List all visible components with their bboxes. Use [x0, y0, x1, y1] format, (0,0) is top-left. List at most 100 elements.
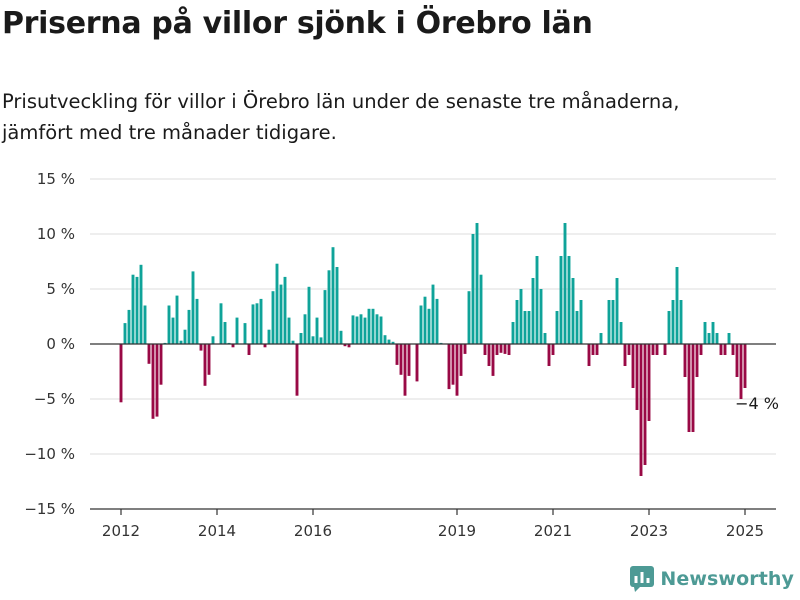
y-tick-label: 10 % — [37, 225, 75, 243]
bar — [263, 344, 267, 348]
bar — [323, 290, 327, 344]
bar — [663, 344, 667, 355]
chart-subtitle: Prisutveckling för villor i Örebro län u… — [2, 86, 792, 148]
bar — [399, 344, 403, 375]
bar — [723, 344, 727, 355]
bar — [159, 344, 163, 385]
bar — [223, 322, 227, 344]
bar — [551, 344, 555, 355]
bars — [119, 223, 747, 476]
y-tick-label: −5 % — [34, 390, 75, 408]
bar — [615, 278, 619, 344]
bar — [427, 308, 431, 344]
bar — [535, 256, 539, 344]
bar — [299, 333, 303, 344]
bar — [483, 344, 487, 355]
bar — [315, 317, 319, 344]
bar — [307, 286, 311, 344]
bar — [671, 300, 675, 344]
chart-title: Priserna på villor sjönk i Örebro län — [2, 6, 593, 41]
bar — [123, 323, 127, 344]
bar — [255, 303, 259, 344]
bar — [291, 340, 295, 344]
bar — [367, 308, 371, 344]
bar — [347, 344, 351, 348]
bar — [575, 311, 579, 344]
bar — [623, 344, 627, 366]
bar — [251, 304, 255, 344]
bar — [415, 344, 419, 382]
bar — [511, 322, 515, 344]
bar — [383, 335, 387, 344]
bar — [247, 344, 251, 355]
bar — [143, 305, 147, 344]
bar — [295, 344, 299, 396]
bar — [267, 329, 271, 344]
x-tick-label: 2012 — [102, 522, 140, 540]
bar — [555, 311, 559, 344]
bar — [235, 317, 239, 344]
bar — [711, 322, 715, 344]
bar — [691, 344, 695, 432]
y-tick-label: 0 % — [46, 335, 75, 353]
bar — [423, 296, 427, 344]
bar — [167, 305, 171, 344]
bar — [655, 344, 659, 355]
x-tick-label: 2019 — [438, 522, 476, 540]
bar — [151, 344, 155, 419]
bar — [599, 333, 603, 344]
x-tick-label: 2014 — [198, 522, 236, 540]
bar — [515, 300, 519, 344]
bar — [387, 339, 391, 344]
bar — [451, 344, 455, 385]
bar — [467, 291, 471, 344]
bar — [207, 344, 211, 375]
bar — [631, 344, 635, 388]
bar — [135, 276, 139, 344]
bar — [571, 278, 575, 344]
bar — [639, 344, 643, 476]
bar — [463, 344, 467, 354]
bar — [507, 344, 511, 355]
bar — [547, 344, 551, 366]
bar — [419, 305, 423, 344]
bar — [731, 344, 735, 355]
x-tick-label: 2016 — [294, 522, 332, 540]
bar — [539, 289, 543, 344]
bar — [435, 298, 439, 344]
bar — [719, 344, 723, 355]
bar — [219, 303, 223, 344]
annotations: −4 % — [735, 394, 779, 413]
bar — [651, 344, 655, 355]
bar — [643, 344, 647, 465]
bar — [339, 330, 343, 344]
bar — [491, 344, 495, 376]
bar — [503, 344, 507, 354]
newsworthy-logo-text: Newsworthy — [660, 568, 794, 590]
bar — [127, 309, 131, 344]
bar — [375, 314, 379, 344]
y-tick-label: 5 % — [46, 280, 75, 298]
bar — [739, 344, 743, 399]
y-axis-tick-labels: 15 % 10 % 5 % 0 % −5 % −10 % −15 % — [24, 170, 75, 518]
bar — [275, 263, 279, 344]
x-tick-label: 2023 — [630, 522, 668, 540]
bar — [527, 311, 531, 344]
bar — [187, 309, 191, 344]
bar — [595, 344, 599, 355]
chart-subtitle-line-2: jämfört med tre månader tidigare. — [2, 121, 337, 144]
bar — [243, 323, 247, 344]
bar — [607, 300, 611, 344]
bar — [647, 344, 651, 421]
bar — [703, 322, 707, 344]
bar — [119, 344, 123, 403]
bar — [211, 336, 215, 344]
x-axis: 2012 2014 2016 2019 2021 2023 2025 — [90, 508, 776, 540]
bar — [147, 344, 151, 364]
bar — [683, 344, 687, 377]
bar — [699, 344, 703, 355]
bar — [563, 223, 567, 344]
y-tick-label: −15 % — [24, 500, 75, 518]
bar — [179, 340, 183, 344]
bar — [519, 289, 523, 344]
